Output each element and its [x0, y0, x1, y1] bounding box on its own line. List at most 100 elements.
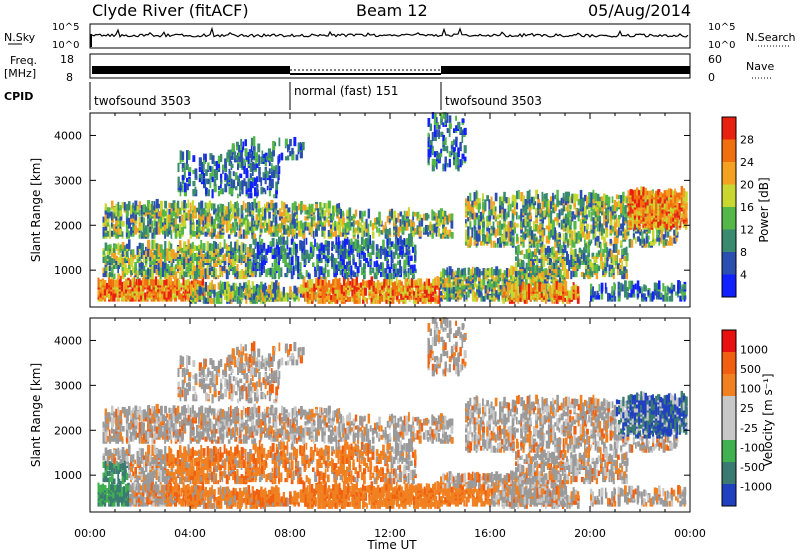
power-cell — [159, 252, 163, 259]
power-cell — [304, 206, 307, 215]
power-cell — [230, 178, 233, 189]
power-cell — [429, 224, 432, 229]
power-cell — [410, 291, 413, 300]
power-cell — [331, 252, 333, 261]
power-cell — [486, 287, 490, 294]
power-cell — [230, 285, 234, 292]
power-cell — [120, 281, 124, 292]
power-cell — [528, 283, 531, 294]
power-cell — [137, 278, 141, 286]
power-cell — [471, 200, 475, 206]
power-cell — [234, 260, 237, 266]
power-cell — [494, 206, 497, 212]
power-cell — [277, 163, 280, 173]
power-cell — [352, 219, 355, 227]
power-cell — [121, 242, 125, 249]
power-cell — [202, 243, 206, 251]
power-cell — [186, 278, 190, 286]
power-cell — [564, 206, 568, 212]
power-cell — [230, 224, 234, 233]
power-cell — [213, 284, 216, 290]
power-cell — [232, 247, 236, 253]
power-cell — [570, 297, 574, 302]
power-cell — [316, 258, 319, 266]
power-cell — [503, 270, 506, 276]
power-cell — [556, 189, 559, 200]
power-cell — [525, 262, 528, 270]
power-cell — [221, 254, 224, 261]
power-cell — [312, 262, 315, 268]
power-cell — [147, 255, 149, 261]
power-cell — [320, 242, 323, 251]
power-cell — [536, 255, 539, 261]
power-cell — [446, 273, 449, 284]
power-cell — [317, 222, 320, 231]
power-cell — [341, 270, 344, 278]
power-cell — [586, 196, 588, 204]
power-cell — [267, 291, 270, 298]
power-cell — [669, 237, 672, 244]
power-cell — [479, 229, 482, 236]
power-cell — [200, 226, 203, 235]
power-cell — [194, 280, 198, 290]
power-cell — [587, 256, 590, 261]
power-cell — [244, 292, 248, 300]
power-cell — [335, 265, 338, 274]
power-cell — [101, 288, 104, 294]
power-cell — [551, 293, 554, 298]
power-cell — [448, 229, 452, 237]
power-cell — [168, 266, 172, 272]
power-cell — [526, 228, 529, 238]
power-cell — [224, 158, 227, 166]
power-cell — [410, 219, 413, 227]
power-cell — [307, 253, 311, 261]
power-cell — [151, 239, 155, 249]
power-cell — [336, 299, 339, 304]
power-cell — [427, 225, 430, 231]
power-cell — [165, 290, 168, 298]
power-cell — [593, 256, 597, 263]
power-cell — [407, 255, 410, 266]
power-cell — [342, 227, 345, 233]
power-cell — [475, 201, 479, 210]
power-cell — [191, 208, 195, 219]
power-cell — [138, 253, 141, 261]
power-cell — [200, 248, 203, 257]
power-cell — [469, 211, 472, 218]
power-cell — [224, 288, 228, 296]
power-cell — [236, 296, 239, 304]
power-cell — [373, 272, 377, 280]
power-cell — [448, 277, 451, 284]
cpid-panel: CPID twofsound 3503 normal (fast) 151 tw… — [4, 82, 542, 110]
power-cell — [482, 296, 486, 302]
power-cell — [125, 278, 129, 286]
power-cell — [560, 219, 564, 230]
power-cell — [297, 297, 300, 302]
power-cell — [242, 141, 245, 151]
power-cell — [134, 200, 138, 211]
power-cell — [267, 268, 271, 276]
power-cell — [204, 297, 208, 302]
power-cell — [165, 277, 168, 286]
power-cell — [213, 240, 216, 251]
power-cell — [473, 212, 477, 220]
power-cell — [152, 279, 155, 286]
power-cell — [213, 227, 217, 233]
power-cell — [263, 289, 266, 296]
power-cell — [228, 186, 231, 195]
power-cell — [208, 200, 212, 209]
power-cell — [225, 206, 229, 215]
power-cell — [432, 278, 435, 286]
power-cell — [548, 275, 551, 280]
power-cell — [331, 259, 334, 268]
power-cell — [605, 208, 608, 214]
power-cell — [324, 255, 328, 261]
power-cell — [284, 255, 287, 266]
power-cell — [413, 299, 416, 304]
power-cell — [412, 229, 415, 237]
power-cell — [345, 282, 349, 288]
power-cell — [503, 208, 507, 218]
power-cell — [345, 287, 348, 294]
power-cell — [249, 221, 252, 227]
power-cell — [499, 240, 503, 248]
